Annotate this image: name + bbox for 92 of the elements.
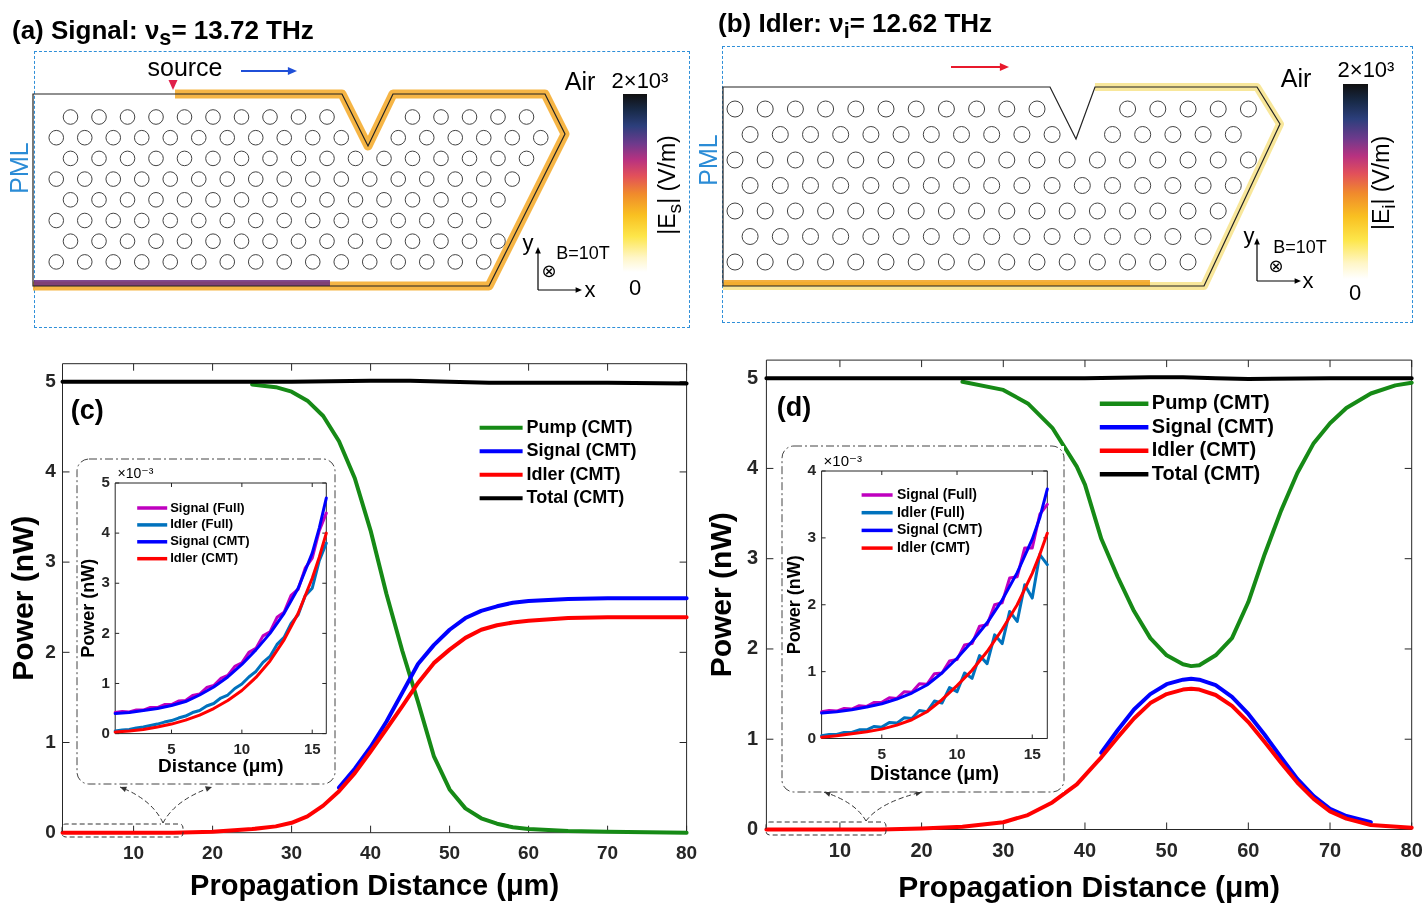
x-axis-title: Distance (μm) bbox=[869, 762, 999, 785]
y-tick-label: 5 bbox=[746, 365, 758, 388]
legend-label: Idler (CMT) bbox=[1151, 438, 1257, 461]
y-tick-label: 4 bbox=[45, 460, 57, 482]
y-tick-label: 1 bbox=[101, 673, 110, 691]
text: Air bbox=[1280, 64, 1312, 93]
text: x bbox=[584, 276, 596, 303]
x-tick-label: 30 bbox=[992, 839, 1015, 862]
x-tick-label: 15 bbox=[303, 739, 321, 757]
legend-label: Total (CMT) bbox=[1151, 461, 1261, 484]
y-tick-label: 0 bbox=[101, 723, 110, 741]
x-axis-title: Propagation Distance (μm) bbox=[190, 868, 560, 901]
text: ⊗ bbox=[1268, 256, 1284, 277]
legend-label: Idler (CMT) bbox=[170, 550, 239, 566]
y-tick-label: 0 bbox=[807, 728, 816, 746]
x-tick-label: 10 bbox=[948, 745, 966, 763]
y-tick-label: 4 bbox=[101, 523, 111, 541]
legend-label: Idler (CMT) bbox=[526, 463, 621, 484]
text: PML bbox=[5, 142, 34, 194]
x-tick-label: 50 bbox=[1155, 839, 1178, 862]
x-tick-label: 20 bbox=[202, 842, 224, 864]
y-axis-title: Power (nW) bbox=[78, 558, 99, 658]
text: source bbox=[147, 53, 223, 82]
legend-label: Total (CMT) bbox=[526, 487, 625, 508]
legend-label: Idler (CMT) bbox=[896, 538, 971, 555]
text: y bbox=[1243, 222, 1255, 249]
text: x bbox=[1302, 267, 1314, 294]
text: B=10T bbox=[556, 243, 610, 264]
y-tick-label: 2 bbox=[746, 636, 758, 659]
y-tick-label: 4 bbox=[807, 461, 817, 479]
x-tick-label: 20 bbox=[910, 839, 933, 862]
legend-label: Signal (Full) bbox=[170, 499, 245, 515]
annotation: ×10⁻³ bbox=[823, 451, 862, 469]
y-tick-label: 2 bbox=[807, 595, 816, 613]
x-tick-label: 50 bbox=[439, 842, 461, 864]
text: ⊗ bbox=[541, 261, 557, 282]
x-tick-label: 80 bbox=[1400, 839, 1423, 862]
y-tick-label: 4 bbox=[746, 455, 759, 478]
x-tick-label: 60 bbox=[1237, 839, 1260, 862]
text: 2×10³ bbox=[611, 67, 669, 94]
y-tick-label: 0 bbox=[45, 820, 56, 842]
x-tick-label: 70 bbox=[1318, 839, 1342, 862]
legend-label: Signal (CMT) bbox=[896, 521, 983, 538]
x-tick-label: 60 bbox=[518, 842, 540, 864]
legend-label: Pump (CMT) bbox=[1151, 391, 1270, 414]
text: (b) Idler: ν$_{i}$= 12.62 THz bbox=[718, 7, 993, 44]
annotation: ×10⁻³ bbox=[117, 465, 154, 482]
text: Air bbox=[564, 67, 596, 96]
y-tick-label: 3 bbox=[45, 550, 56, 572]
x-tick-label: 40 bbox=[1073, 839, 1097, 862]
x-tick-label: 5 bbox=[167, 739, 176, 757]
x-tick-label: 5 bbox=[877, 745, 887, 763]
x-tick-label: 80 bbox=[676, 842, 698, 864]
y-axis-title: Power (nW) bbox=[5, 515, 39, 681]
x-tick-label: 70 bbox=[597, 842, 619, 864]
text: (a) Signal: ν$_{s}$= 13.72 THz bbox=[12, 14, 314, 51]
y-axis-title: Power (nW) bbox=[783, 555, 804, 655]
legend-label: Signal (CMT) bbox=[170, 533, 250, 549]
annotation: (c) bbox=[70, 395, 104, 426]
y-tick-label: 5 bbox=[45, 369, 57, 391]
x-axis-title: Distance (μm) bbox=[157, 754, 284, 776]
y-tick-label: 2 bbox=[45, 640, 56, 662]
x-tick-label: 30 bbox=[281, 842, 303, 864]
text: B=10T bbox=[1273, 237, 1327, 258]
annotation: (d) bbox=[776, 391, 812, 422]
y-tick-label: 1 bbox=[746, 726, 758, 749]
x-tick-label: 10 bbox=[828, 839, 852, 862]
y-tick-label: 3 bbox=[807, 528, 817, 546]
text: 0 bbox=[628, 274, 642, 301]
y-tick-label: 0 bbox=[746, 817, 758, 840]
legend-label: Idler (Full) bbox=[170, 516, 234, 532]
legend-label: Signal (Full) bbox=[896, 485, 978, 502]
x-tick-label: 10 bbox=[233, 739, 251, 757]
legend-label: Pump (CMT) bbox=[526, 416, 633, 437]
x-tick-label: 10 bbox=[123, 842, 145, 864]
text: PML bbox=[694, 134, 723, 186]
x-tick-label: 15 bbox=[1023, 745, 1042, 763]
y-tick-label: 3 bbox=[101, 573, 110, 591]
y-axis-title: Power (nW) bbox=[704, 512, 738, 678]
text: 2×10³ bbox=[1337, 56, 1395, 83]
legend-label: Signal (CMT) bbox=[1151, 414, 1275, 437]
text: y bbox=[522, 229, 534, 256]
y-tick-label: 5 bbox=[101, 473, 110, 491]
legend-label: Signal (CMT) bbox=[526, 440, 637, 461]
y-tick-label: 1 bbox=[45, 730, 57, 752]
x-tick-label: 40 bbox=[360, 842, 382, 864]
legend-label: Idler (Full) bbox=[896, 503, 965, 520]
text: 0 bbox=[1348, 279, 1362, 306]
y-tick-label: 1 bbox=[807, 661, 817, 679]
y-tick-label: 3 bbox=[746, 546, 758, 569]
y-tick-label: 2 bbox=[101, 623, 110, 641]
x-axis-title: Propagation Distance (μm) bbox=[898, 870, 1280, 904]
